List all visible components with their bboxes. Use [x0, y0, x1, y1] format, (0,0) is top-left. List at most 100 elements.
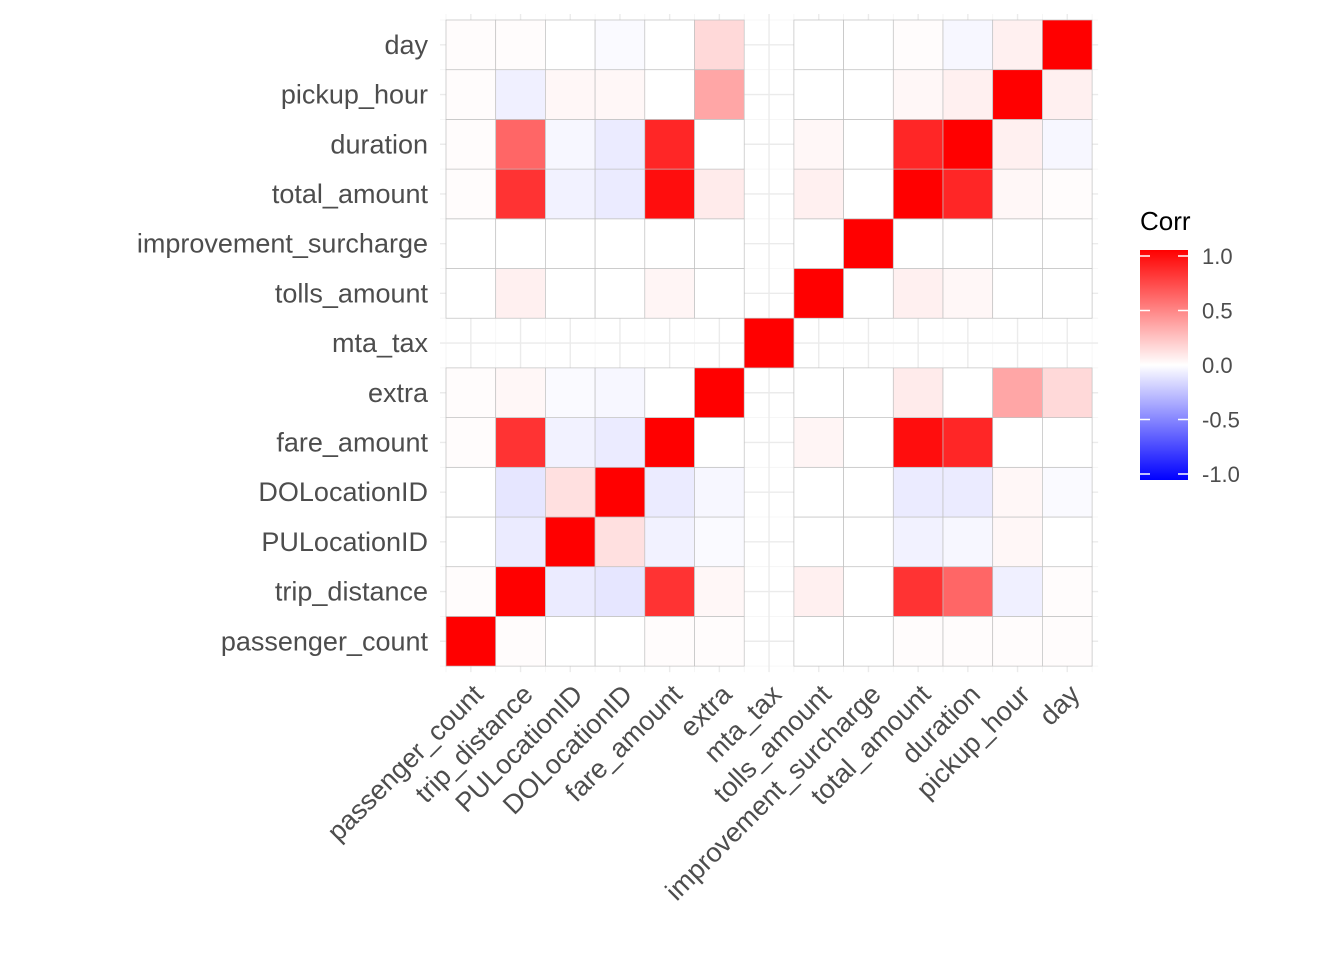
heatmap-cell-fare_amount-extra [694, 417, 745, 468]
heatmap-cell-pickup_hour-improvement_surcharge [843, 69, 894, 120]
legend-tick-label: 1.0 [1202, 244, 1233, 269]
heatmap-cell-PULocationID-extra [694, 516, 745, 568]
heatmap-cell-extra-pickup_hour [992, 367, 1043, 418]
heatmap-cell-fare_amount-pickup_hour [992, 417, 1043, 468]
heatmap-cell-duration-trip_distance [495, 119, 546, 170]
heatmap-cell-improvement_surcharge-extra [694, 218, 745, 269]
heatmap-cell-extra-trip_distance [495, 367, 546, 418]
heatmap-cell-DOLocationID-pickup_hour [992, 466, 1043, 518]
heatmap-cell-mta_tax-mta_tax [743, 317, 795, 369]
heatmap-cell-duration-total_amount [892, 119, 944, 170]
x-axis-labels: passenger_counttrip_distancePULocationID… [321, 678, 1085, 906]
heatmap-cell-PULocationID-trip_distance [495, 516, 546, 568]
legend-tick-label: -1.0 [1202, 462, 1240, 487]
heatmap-cell-fare_amount-tolls_amount [793, 417, 844, 468]
heatmap-cell-duration-pickup_hour [992, 119, 1043, 170]
heatmap-cell-total_amount-improvement_surcharge [843, 168, 894, 220]
heatmap-cell-improvement_surcharge-improvement_surcharge [843, 218, 894, 269]
heatmap-cell-trip_distance-day [1042, 566, 1093, 617]
heatmap-cell-total_amount-day [1042, 168, 1093, 220]
heatmap-cell-day-fare_amount [644, 19, 695, 71]
heatmap-cell-trip_distance-PULocationID [545, 566, 596, 617]
heatmap-cell-day-pickup_hour [992, 19, 1043, 71]
heatmap-cell-PULocationID-improvement_surcharge [843, 516, 894, 568]
y-tick-label: improvement_surcharge [137, 229, 428, 259]
heatmap-cell-DOLocationID-PULocationID [545, 466, 596, 518]
heatmap-cell-trip_distance-fare_amount [644, 566, 695, 617]
heatmap-cell-trip_distance-trip_distance [495, 566, 546, 617]
heatmap-cell-fare_amount-duration [942, 417, 994, 468]
heatmap-cell-fare_amount-fare_amount [644, 417, 695, 468]
heatmap-cell-fare_amount-trip_distance [495, 417, 546, 468]
heatmap-cell-extra-day [1042, 367, 1093, 418]
heatmap-cell-duration-PULocationID [545, 119, 596, 170]
heatmap-cell-day-tolls_amount [793, 19, 844, 71]
y-tick-label: duration [330, 129, 428, 159]
heatmap-cell-passenger_count-fare_amount [644, 616, 695, 667]
y-tick-label: tolls_amount [275, 278, 429, 308]
heatmap-cell-PULocationID-pickup_hour [992, 516, 1043, 568]
heatmap-cell-extra-improvement_surcharge [843, 367, 894, 418]
y-tick-label: mta_tax [332, 328, 429, 358]
heatmap-cell-extra-fare_amount [644, 367, 695, 418]
heatmap-cell-total_amount-fare_amount [644, 168, 695, 220]
heatmap-cell-trip_distance-pickup_hour [992, 566, 1043, 617]
heatmap-cell-tolls_amount-passenger_count [445, 268, 497, 319]
heatmap-cell-trip_distance-tolls_amount [793, 566, 844, 617]
heatmap-cell-total_amount-pickup_hour [992, 168, 1043, 220]
heatmap-cell-trip_distance-improvement_surcharge [843, 566, 894, 617]
heatmap-cell-tolls_amount-day [1042, 268, 1093, 319]
heatmap-cell-pickup_hour-day [1042, 69, 1093, 120]
heatmap-cell-tolls_amount-extra [694, 268, 745, 319]
heatmap-cell-fare_amount-improvement_surcharge [843, 417, 894, 468]
heatmap-cell-PULocationID-passenger_count [445, 516, 497, 568]
heatmap-cell-tolls_amount-PULocationID [545, 268, 596, 319]
heatmap-cell-total_amount-duration [942, 168, 994, 220]
heatmap-cell-tolls_amount-total_amount [892, 268, 944, 319]
heatmap-cell-fare_amount-DOLocationID [594, 417, 646, 468]
y-axis-labels: passenger_count trip_distance PULocationID… [137, 30, 429, 656]
heatmap-cell-day-trip_distance [495, 19, 546, 71]
heatmap-cell-duration-passenger_count [445, 119, 497, 170]
heatmap-cell-tolls_amount-improvement_surcharge [843, 268, 894, 319]
heatmap-cell-total_amount-extra [694, 168, 745, 220]
heatmap-cell-improvement_surcharge-pickup_hour [992, 218, 1043, 269]
heatmap-cell-duration-fare_amount [644, 119, 695, 170]
heatmap-cell-day-PULocationID [545, 19, 596, 71]
heatmap-cell-DOLocationID-day [1042, 466, 1093, 518]
heatmap-cell-improvement_surcharge-trip_distance [495, 218, 546, 269]
heatmap-cell-fare_amount-passenger_count [445, 417, 497, 468]
heatmap-cell-DOLocationID-extra [694, 466, 745, 518]
heatmap-cell-tolls_amount-fare_amount [644, 268, 695, 319]
heatmap-cell-pickup_hour-DOLocationID [594, 69, 646, 120]
heatmap-cell-trip_distance-passenger_count [445, 566, 497, 617]
legend-tick-label: 0.0 [1202, 353, 1233, 378]
heatmap-cell-improvement_surcharge-DOLocationID [594, 218, 646, 269]
heatmap-cell-total_amount-trip_distance [495, 168, 546, 220]
heatmap-tiles [445, 19, 1093, 667]
heatmap-cell-trip_distance-duration [942, 566, 994, 617]
y-tick-label: day [384, 30, 428, 60]
heatmap-cell-passenger_count-day [1042, 616, 1093, 667]
heatmap-cell-improvement_surcharge-duration [942, 218, 994, 269]
heatmap-cell-total_amount-PULocationID [545, 168, 596, 220]
heatmap-cell-DOLocationID-improvement_surcharge [843, 466, 894, 518]
heatmap-cell-duration-improvement_surcharge [843, 119, 894, 170]
heatmap-cell-tolls_amount-DOLocationID [594, 268, 646, 319]
legend: Corr 1.0 0.5 0.0 -0.5 -1.0 [1140, 206, 1240, 487]
heatmap-cell-DOLocationID-trip_distance [495, 466, 546, 518]
heatmap-cell-DOLocationID-fare_amount [644, 466, 695, 518]
heatmap-cell-DOLocationID-DOLocationID [594, 466, 646, 518]
heatmap-cell-DOLocationID-passenger_count [445, 466, 497, 518]
heatmap-cell-pickup_hour-PULocationID [545, 69, 596, 120]
heatmap-cell-fare_amount-total_amount [892, 417, 944, 468]
heatmap-cell-PULocationID-PULocationID [545, 516, 596, 568]
heatmap-cell-passenger_count-improvement_surcharge [843, 616, 894, 667]
heatmap-cell-improvement_surcharge-fare_amount [644, 218, 695, 269]
heatmap-cell-passenger_count-extra [694, 616, 745, 667]
heatmap-cell-improvement_surcharge-tolls_amount [793, 218, 844, 269]
heatmap-cell-day-duration [942, 19, 994, 71]
heatmap-cell-total_amount-total_amount [892, 168, 944, 220]
heatmap-cell-PULocationID-tolls_amount [793, 516, 844, 568]
